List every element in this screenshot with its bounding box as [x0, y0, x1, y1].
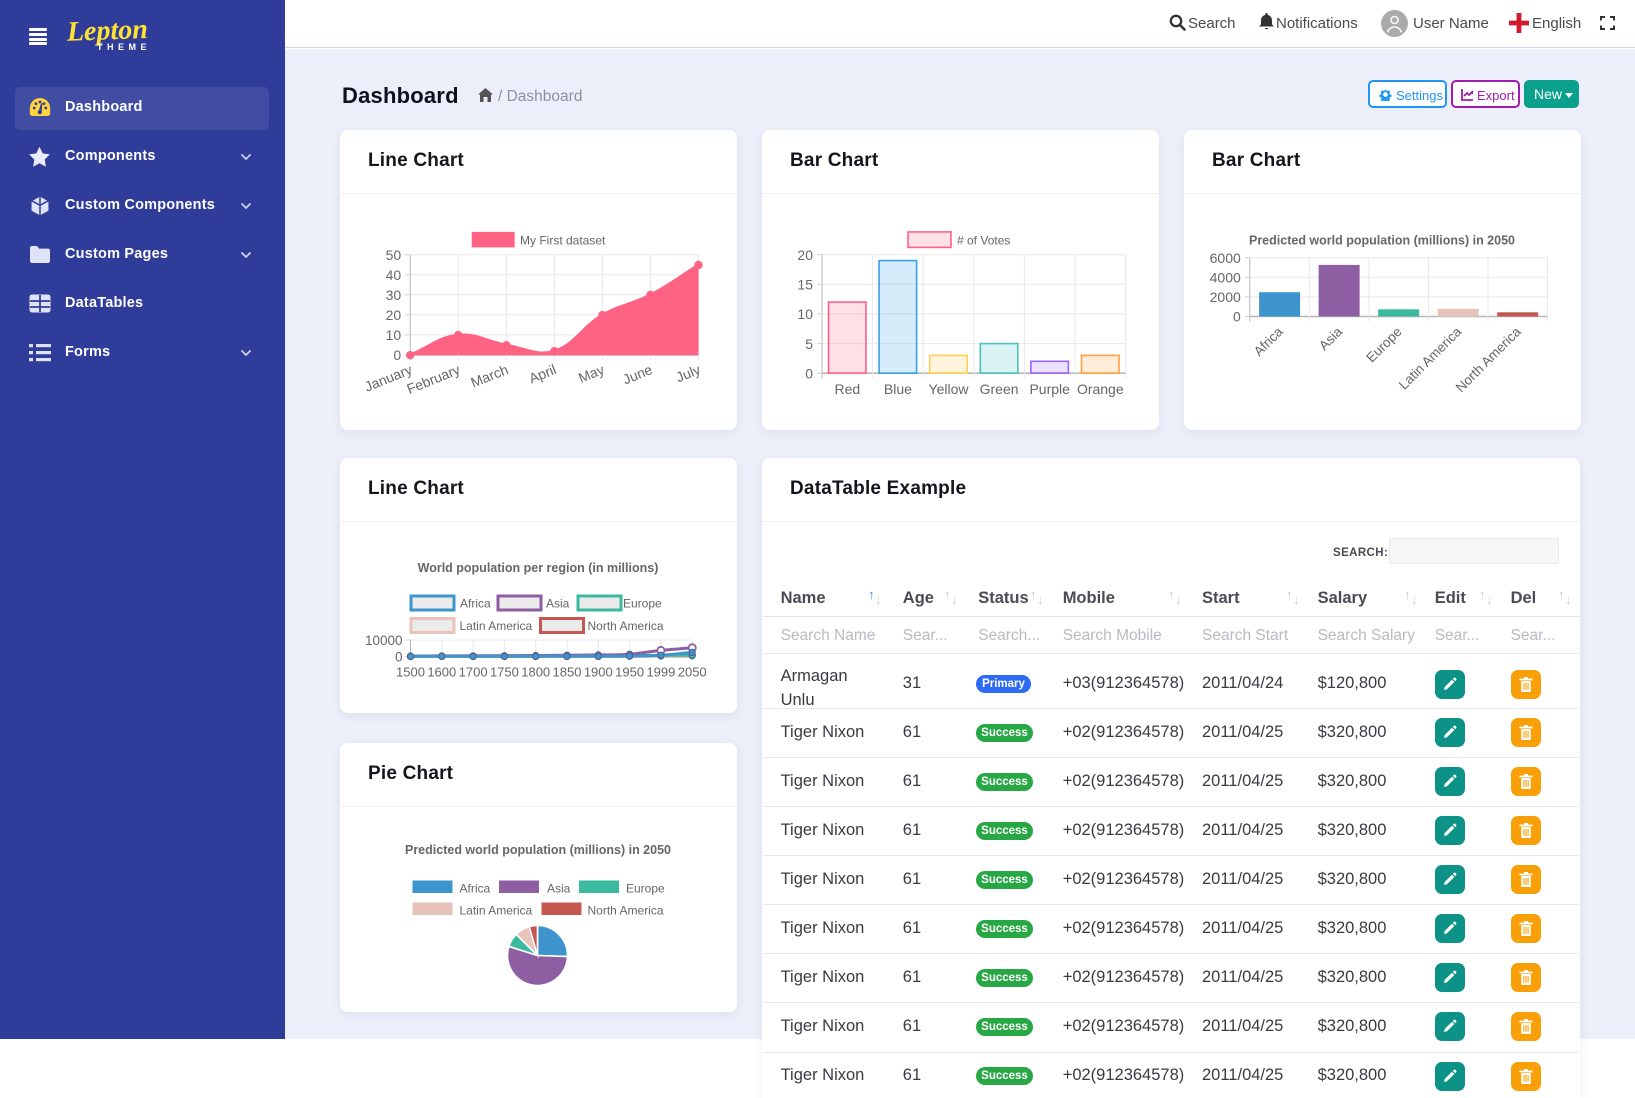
svg-text:6000: 6000	[1210, 250, 1241, 266]
svg-text:North America: North America	[588, 904, 664, 918]
svg-text:1999: 1999	[646, 665, 675, 680]
svg-text:0: 0	[805, 365, 813, 381]
svg-text:10: 10	[386, 327, 402, 343]
svg-text:1800: 1800	[521, 665, 550, 680]
svg-text:Europe: Europe	[1363, 324, 1404, 365]
svg-text:4000: 4000	[1210, 270, 1241, 286]
svg-text:Africa: Africa	[1251, 324, 1286, 359]
svg-text:30: 30	[386, 287, 402, 303]
svg-text:50: 50	[386, 247, 402, 263]
svg-text:Africa: Africa	[460, 882, 491, 896]
svg-text:5: 5	[805, 336, 813, 352]
svg-text:Asia: Asia	[547, 882, 571, 896]
svg-text:May: May	[576, 361, 607, 386]
svg-text:Purple: Purple	[1029, 381, 1070, 397]
svg-text:2000: 2000	[1210, 289, 1241, 305]
svg-text:Predicted world population (mi: Predicted world population (millions) in…	[1249, 233, 1515, 247]
svg-text:1600: 1600	[427, 665, 456, 680]
svg-text:Asia: Asia	[1316, 324, 1346, 354]
svg-text:Latin America: Latin America	[460, 619, 533, 633]
svg-text:10: 10	[797, 306, 813, 322]
svg-text:July: July	[674, 361, 703, 385]
svg-text:Green: Green	[980, 381, 1019, 397]
svg-text:1700: 1700	[459, 665, 488, 680]
svg-text:Predicted world population (mi: Predicted world population (millions) in…	[405, 843, 671, 857]
svg-text:1850: 1850	[553, 665, 582, 680]
svg-text:2050: 2050	[678, 665, 707, 680]
svg-text:Red: Red	[834, 381, 860, 397]
svg-text:June: June	[620, 361, 654, 387]
svg-text:Latin America: Latin America	[460, 904, 533, 918]
svg-text:20: 20	[797, 247, 813, 263]
svg-text:0: 0	[395, 650, 403, 665]
svg-text:0: 0	[1233, 309, 1241, 325]
svg-text:April: April	[526, 361, 558, 386]
svg-text:20: 20	[386, 307, 402, 323]
svg-text:0: 0	[393, 347, 401, 363]
svg-text:Orange: Orange	[1077, 381, 1124, 397]
svg-text:1500: 1500	[396, 665, 425, 680]
svg-text:My First dataset: My First dataset	[520, 233, 606, 247]
svg-text:1750: 1750	[490, 665, 519, 680]
svg-text:February: February	[404, 361, 462, 397]
svg-text:Africa: Africa	[460, 597, 491, 611]
svg-text:40: 40	[386, 267, 402, 283]
svg-text:1950: 1950	[615, 665, 644, 680]
svg-text:Europe: Europe	[623, 597, 662, 611]
svg-text:March: March	[468, 361, 510, 390]
svg-text:Blue: Blue	[884, 381, 912, 397]
svg-text:Asia: Asia	[546, 597, 570, 611]
svg-text:World population per region (i: World population per region (in millions…	[418, 561, 659, 575]
svg-text:Europe: Europe	[626, 882, 665, 896]
svg-text:North America: North America	[588, 619, 664, 633]
svg-text:1900: 1900	[584, 665, 613, 680]
svg-text:10000: 10000	[365, 633, 403, 648]
svg-text:15: 15	[797, 277, 813, 293]
svg-text:# of Votes: # of Votes	[957, 233, 1010, 247]
svg-text:Yellow: Yellow	[929, 381, 970, 397]
